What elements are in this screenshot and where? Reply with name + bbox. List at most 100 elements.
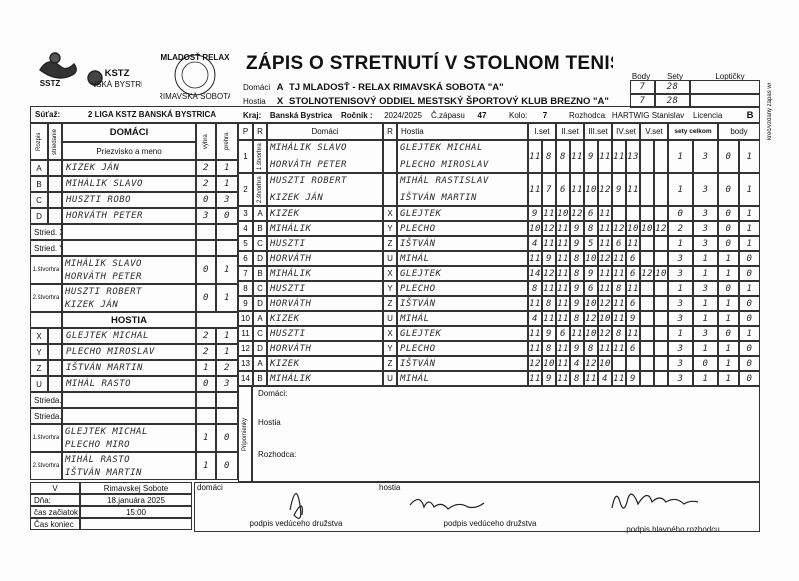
- sets-total: 3: [693, 140, 718, 173]
- game-home-player: HORVÁTH: [270, 343, 312, 354]
- sub-cell: [48, 208, 62, 224]
- label: Loptičky: [715, 71, 745, 81]
- game-guest-box: [397, 206, 528, 221]
- doubles-win: 0: [196, 284, 216, 312]
- set-score: [654, 326, 668, 341]
- set-score: 14: [528, 266, 542, 281]
- set-score: [640, 281, 654, 296]
- sets-total: 3: [668, 296, 693, 311]
- game-home-player: HUSZTI ROBERT: [270, 176, 347, 187]
- footer-value: 15:00: [80, 506, 192, 518]
- set-score: 13: [626, 140, 640, 173]
- points: 1: [739, 206, 760, 221]
- set-score: 10: [528, 221, 542, 236]
- game-guest-code: U: [383, 371, 397, 386]
- footer-label: Čas koniec: [30, 518, 80, 530]
- header-cell: prehra: [216, 123, 238, 160]
- sets-total: 3: [668, 356, 693, 371]
- set-score: 11: [598, 341, 612, 356]
- set-score: 11: [556, 341, 570, 356]
- game-no: 10: [238, 311, 253, 326]
- set-score: 11: [542, 281, 556, 296]
- set-score: 8: [612, 326, 626, 341]
- header-cell: R: [383, 123, 397, 140]
- game-home-box: [267, 236, 383, 251]
- player-name: MIHÁLIK SLAVO: [62, 176, 196, 192]
- game-guest-box: [397, 281, 528, 296]
- set-score: 11: [556, 296, 570, 311]
- game-guest-box: [397, 173, 528, 206]
- team-sety: 28: [655, 80, 690, 94]
- player-loss: 0: [216, 208, 238, 224]
- player-code: X: [30, 328, 48, 344]
- game-guest-player: IŠTVÁN: [400, 238, 436, 249]
- sets-total: 1: [693, 266, 718, 281]
- info-value: B: [746, 109, 754, 121]
- set-score: 11: [570, 140, 584, 173]
- player-loss: 1: [216, 176, 238, 192]
- set-score: 11: [528, 326, 542, 341]
- set-score: 11: [528, 296, 542, 311]
- sets-total: 1: [668, 326, 693, 341]
- game-guest-box: [397, 356, 528, 371]
- set-score: 6: [584, 206, 598, 221]
- game-home-code: 1.štvorhra: [253, 140, 267, 173]
- game-home-player: MIHÁLIK: [270, 223, 312, 234]
- set-score: 9: [542, 251, 556, 266]
- player-code: C: [30, 192, 48, 208]
- logo-text: BANSKÁ BYSTRICA: [92, 80, 142, 88]
- set-score: [640, 296, 654, 311]
- team-body: 7: [630, 94, 655, 108]
- header-cell: výhra: [196, 123, 216, 160]
- set-score: 10: [584, 296, 598, 311]
- set-score: [654, 206, 668, 221]
- label: Sety: [666, 71, 683, 81]
- sub-cell: [216, 392, 238, 408]
- sets-total: 1: [693, 251, 718, 266]
- game-guest-box: [397, 341, 528, 356]
- sets-total: 3: [693, 206, 718, 221]
- set-score: 8: [584, 221, 598, 236]
- header-cell: Domáci: [267, 123, 383, 140]
- game-home-player: HORVÁTH: [270, 298, 312, 309]
- set-score: 12: [528, 356, 542, 371]
- sets-total: 3: [668, 311, 693, 326]
- sets-total: 3: [693, 281, 718, 296]
- team-sety: 28: [655, 94, 690, 108]
- set-score: 4: [528, 236, 542, 251]
- game-guest-box: [397, 311, 528, 326]
- set-score: [640, 311, 654, 326]
- footer-label: čas začiatok: [30, 506, 80, 518]
- doubles-name: HUSZTI ROBERT: [65, 286, 142, 297]
- sets-total: 3: [668, 371, 693, 386]
- set-score: 12: [584, 311, 598, 326]
- set-score: 11: [612, 296, 626, 311]
- points: 1: [739, 173, 760, 206]
- game-home-code: B: [253, 221, 267, 236]
- set-score: [640, 341, 654, 356]
- doubles-name: HORVÁTH PETER: [65, 271, 142, 282]
- player-win: 2: [196, 176, 216, 192]
- points: 0: [739, 356, 760, 371]
- sub-cell: [62, 408, 196, 424]
- game-guest-player: IŠTVÁN MARTIN: [400, 192, 477, 203]
- game-home-code: D: [253, 296, 267, 311]
- points: 1: [739, 281, 760, 296]
- player-code: Y: [30, 344, 48, 360]
- set-score: 11: [528, 173, 542, 206]
- set-score: [654, 173, 668, 206]
- set-score: 6: [584, 281, 598, 296]
- set-score: 8: [556, 140, 570, 173]
- set-score: [654, 140, 668, 173]
- info-label: Č.zápasu: [431, 110, 465, 120]
- set-score: 11: [598, 266, 612, 281]
- set-score: [654, 311, 668, 326]
- set-score: 9: [570, 236, 584, 251]
- game-home-code: 2.štvorhra: [253, 173, 267, 206]
- info-label: Rozhodca:: [569, 110, 606, 120]
- set-score: 8: [528, 281, 542, 296]
- sets-total: 1: [668, 173, 693, 206]
- game-home-player: HUSZTI: [270, 328, 306, 339]
- set-score: 12: [598, 296, 612, 311]
- header-cell: DOMÁCI: [62, 123, 196, 142]
